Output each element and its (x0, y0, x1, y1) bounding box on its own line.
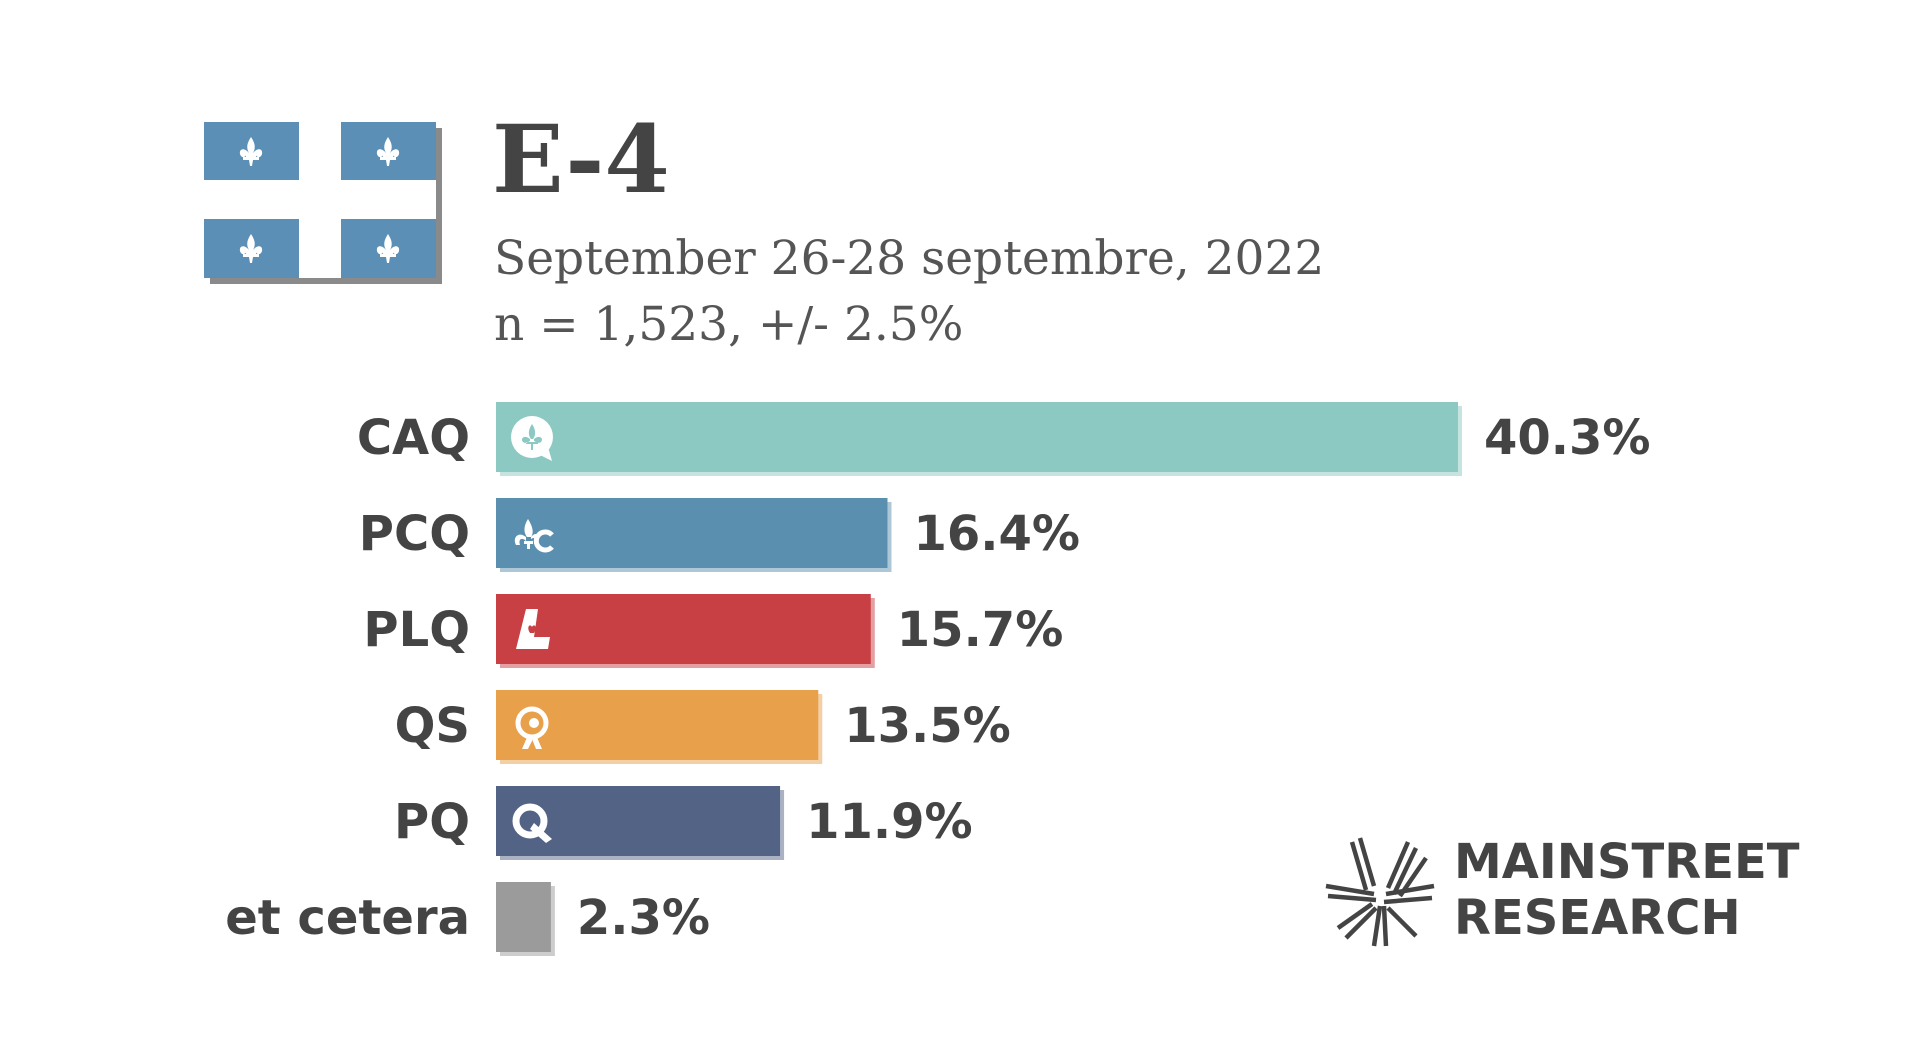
brand-name-line1: MAINSTREET (1454, 834, 1800, 890)
poll-title: E-4 (492, 105, 670, 215)
brand-name-line2: RESEARCH (1454, 890, 1741, 946)
category-label: PQ (394, 794, 470, 850)
pq-logo-icon (512, 803, 552, 843)
value-label: 2.3% (577, 890, 710, 946)
value-label: 13.5% (844, 698, 1011, 754)
mainstreet-starburst-icon (1325, 837, 1435, 947)
value-label: 11.9% (806, 794, 973, 850)
category-label: CAQ (357, 410, 470, 466)
poll-dates: September 26-28 septembre, 2022 (494, 231, 1325, 286)
plq-logo-icon (516, 609, 550, 649)
bar-plq (496, 594, 871, 664)
category-label: PCQ (359, 506, 470, 562)
value-label: 40.3% (1484, 410, 1651, 466)
pcq-logo-icon (514, 519, 554, 553)
value-label: 16.4% (913, 506, 1080, 562)
quebec-flag-icon (204, 122, 442, 284)
bar-qs (496, 690, 819, 760)
caq-logo-icon (511, 416, 553, 461)
bar-caq (496, 402, 1458, 472)
qs-logo-icon (515, 706, 549, 749)
bar-pcq (496, 498, 888, 568)
category-label: QS (395, 698, 470, 754)
category-label: et cetera (225, 890, 470, 946)
bar-et-cetera (496, 882, 551, 952)
category-label: PLQ (363, 602, 470, 658)
mainstreet-research-logo: MAINSTREET RESEARCH (1322, 834, 1822, 950)
bar-pq (496, 786, 781, 856)
value-label: 15.7% (897, 602, 1064, 658)
poll-sample-size: n = 1,523, +/- 2.5% (494, 297, 964, 352)
